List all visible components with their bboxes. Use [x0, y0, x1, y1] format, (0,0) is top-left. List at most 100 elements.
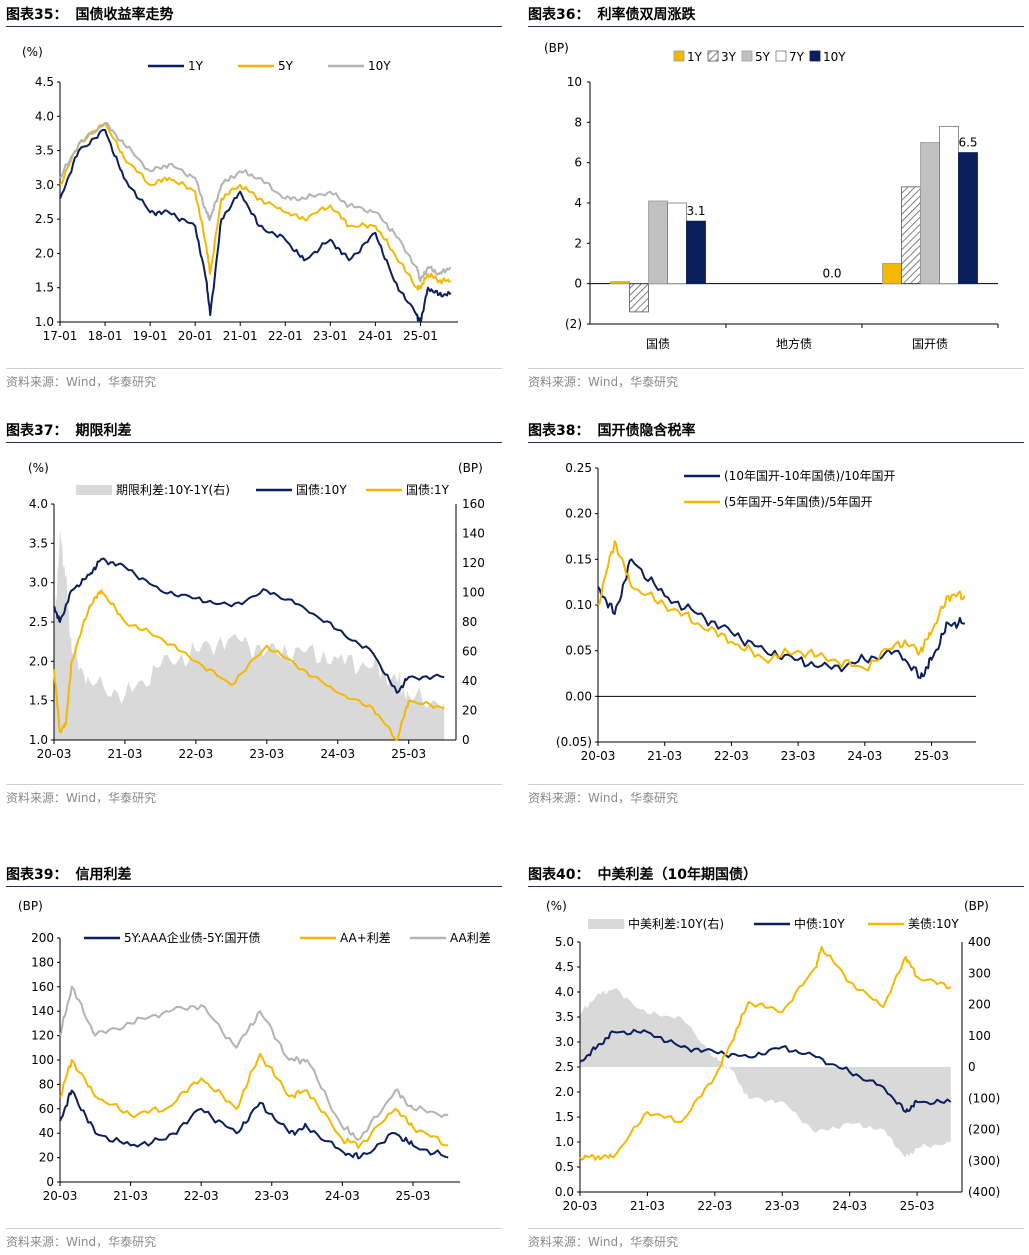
y-tick-label: 0.00	[565, 689, 592, 703]
legend-swatch	[775, 50, 787, 62]
y-tick-label: 0.25	[565, 461, 592, 475]
bar-10Y	[958, 152, 978, 285]
chart-title: 图表39： 信用利差	[6, 864, 502, 887]
y2-tick-label: 120	[462, 556, 485, 570]
y-tick-label: 1.5	[29, 694, 48, 708]
source-note: 资料来源：Wind，华泰研究	[6, 1228, 502, 1251]
series-line-0	[579, 1028, 952, 1113]
y-tick-label: 20	[39, 1151, 54, 1165]
legend-label: (10年国开-10年国债)/10年国开	[724, 469, 896, 483]
source-note: 资料来源：Wind，华泰研究	[6, 368, 502, 391]
x-tick-label: 20-03	[43, 1189, 78, 1203]
panel-38: 图表38： 国开债隐含税率 0.25 0.20 0.15 0.10 0.05 0.00 (0.…	[528, 420, 1024, 810]
y-tick-label: 6	[574, 156, 582, 170]
x-tick-label: 21-03	[113, 1189, 148, 1203]
area-series-spread	[580, 988, 951, 1158]
series-line-1	[59, 122, 452, 291]
y-tick-label: 180	[31, 955, 54, 969]
bar-1Y	[882, 263, 902, 285]
y-tick-label: 3.0	[29, 576, 48, 590]
y2-tick-label: 300	[968, 966, 991, 980]
panel-37: 图表37： 期限利差 160 140 120 100 80 60 40 20 0 4.0 3.5 3.0…	[6, 420, 502, 810]
legend-label: 1Y	[188, 59, 204, 73]
panel-39: 图表39： 信用利差 200 180 160 140 120 100 80 60 40 20 0 20-…	[6, 864, 502, 1254]
panel-40: 图表40： 中美利差（10年期国债） 400 300 200 100 0 (100) (200…	[528, 864, 1024, 1254]
y-tick-label: 1.0	[29, 733, 48, 747]
y-tick-label: 2.5	[29, 615, 48, 629]
y-tick-label: 3.5	[35, 144, 54, 158]
y-tick-label: 1.5	[35, 281, 54, 295]
legend-label: 10Y	[368, 59, 391, 73]
series-line-2	[59, 121, 452, 283]
x-tick-label: 20-03	[581, 749, 616, 763]
legend-label: 国债:1Y	[406, 483, 450, 497]
series-line-1	[597, 540, 966, 672]
x-tick-label: 21-03	[108, 747, 143, 761]
y-tick-label: 3.0	[35, 178, 54, 192]
x-tick-label: 24-03	[847, 749, 882, 763]
chart-title: 图表37： 期限利差	[6, 420, 502, 443]
x-tick-label: 22-03	[178, 747, 213, 761]
y2-tick-label: (400)	[968, 1185, 1000, 1199]
y-tick-label: 0.15	[565, 552, 592, 566]
y2-tick-label: 100	[462, 586, 485, 600]
legend-swatch	[707, 50, 719, 62]
legend-label: 5Y:AAA企业债-5Y:国开债	[124, 930, 260, 945]
panel-36: 图表36： 利率债双周涨跌 10 8 6 4 2 0 (2) 国债 3.1 地方债 0.0 国开债 6.5…	[528, 4, 1024, 394]
x-tick-label: 22-03	[697, 1199, 732, 1213]
y-unit-label: (BP)	[18, 899, 43, 913]
y-tick-label: 0.05	[565, 644, 592, 658]
y-tick-label: 80	[39, 1077, 54, 1091]
x-tick-label: 20-03	[37, 747, 72, 761]
legend-label: (5年国开-5年国债)/5年国开	[724, 495, 873, 509]
chart-36: 10 8 6 4 2 0 (2) 国债 3.1 地方债 0.0 国开债 6.5 (BP) 1Y 3Y 5Y 7Y 1…	[544, 41, 999, 351]
y-tick-label: 4.0	[35, 109, 54, 123]
x-tick-label: 22-01	[268, 329, 303, 343]
y-tick-label: 2.5	[555, 1060, 574, 1074]
source-note: 资料来源：Wind，华泰研究	[6, 784, 502, 807]
y2-tick-label: 140	[462, 527, 485, 541]
x-tick-label: 21-03	[647, 749, 682, 763]
y-tick-label: 1.0	[555, 1135, 574, 1149]
y2-tick-label: 160	[462, 497, 485, 511]
y2-tick-label: 20	[462, 704, 477, 718]
y-tick-label: (0.05)	[556, 735, 592, 749]
y-tick-label: 0.20	[565, 507, 592, 521]
x-tick-label: 20-01	[178, 329, 213, 343]
bar-5Y	[920, 142, 940, 285]
series-line-1	[579, 946, 952, 1161]
x-category-label: 国债	[646, 337, 670, 351]
x-tick-label: 23-03	[249, 747, 284, 761]
legend-label: 美债:10Y	[908, 917, 959, 931]
y2-tick-label: 200	[968, 998, 991, 1012]
chart-37: 160 140 120 100 80 60 40 20 0 4.0 3.5 3.0 2.5 2.0 1.5 1…	[28, 461, 485, 761]
series-line-0	[597, 558, 966, 680]
bar-7Y	[939, 125, 959, 285]
y-tick-label: 2.0	[555, 1085, 574, 1099]
y2-tick-label: 60	[462, 645, 477, 659]
legend-label: 5Y	[755, 50, 771, 64]
y-tick-label: 3.5	[555, 1010, 574, 1024]
y-tick-label: (2)	[565, 317, 582, 331]
x-tick-label: 24-03	[325, 1189, 360, 1203]
legend-label: 1Y	[687, 50, 703, 64]
y-tick-label: 1.0	[35, 315, 54, 329]
series-line-1	[59, 1052, 449, 1149]
legend-swatch-area	[588, 919, 624, 929]
data-label: 3.1	[686, 204, 705, 218]
y-tick-label: 5.0	[555, 935, 574, 949]
legend-label: 3Y	[721, 50, 737, 64]
y-tick-label: 100	[31, 1053, 54, 1067]
y-tick-label: 0	[574, 277, 582, 291]
legend-label: 10Y	[823, 50, 846, 64]
y2-tick-label: 100	[968, 1029, 991, 1043]
bar-10Y	[686, 220, 706, 285]
x-tick-label: 23-03	[765, 1199, 800, 1213]
data-label: 0.0	[822, 267, 841, 281]
y-tick-label: 140	[31, 1004, 54, 1018]
x-tick-label: 23-03	[781, 749, 816, 763]
y2-tick-label: 400	[968, 935, 991, 949]
area-series-spread	[54, 530, 445, 740]
legend-label: 中美利差:10Y(右)	[628, 916, 724, 931]
x-tick-label: 18-01	[88, 329, 123, 343]
